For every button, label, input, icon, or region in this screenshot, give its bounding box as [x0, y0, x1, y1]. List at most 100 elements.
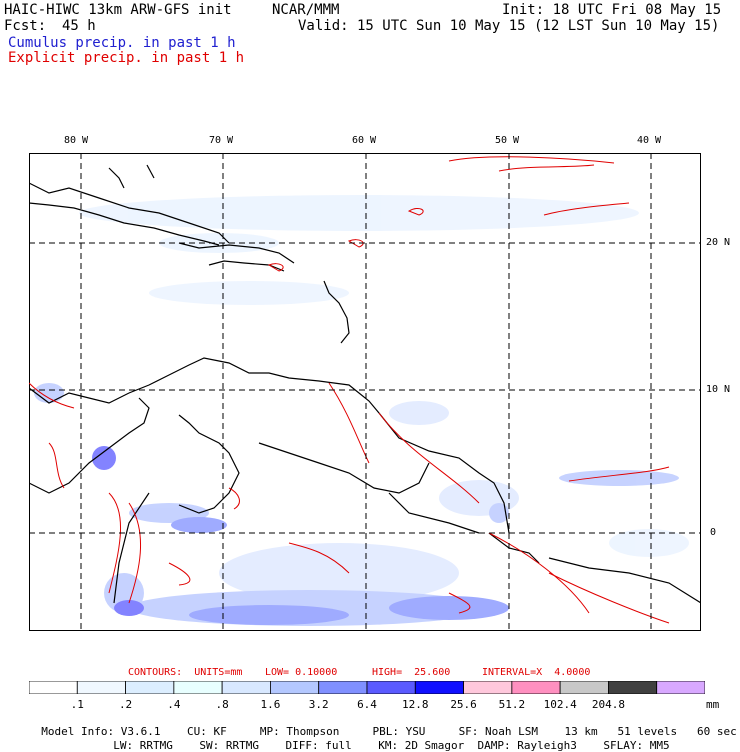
precip-map — [29, 153, 701, 631]
contour-isle-1 — [407, 208, 424, 216]
contours-high: HIGH= 25.600 — [372, 667, 451, 678]
model-dt: 60 sec — [697, 725, 737, 738]
contours-units: CONTOURS: UNITS=mm — [128, 667, 243, 678]
model-title: HAIC-HIWC 13km ARW-GFS init — [4, 2, 232, 18]
model-damp: DAMP: Rayleigh3 — [477, 739, 577, 752]
contour-isle-3 — [267, 263, 284, 272]
guiana-border — [388, 492, 480, 534]
colorbar-tick-label: .4 — [167, 698, 181, 711]
colorbar-tick-label: .1 — [70, 698, 84, 711]
colorbar — [29, 681, 705, 694]
cuba-south-coast — [29, 202, 220, 246]
contour-ne-1 — [448, 156, 615, 164]
colorbar-bin — [318, 681, 368, 694]
colorbar-bin — [29, 681, 78, 694]
model-km: KM: 2D Smagor — [378, 739, 465, 752]
contour-andes-1 — [108, 492, 121, 594]
lat-label-10n: 10 N — [706, 384, 731, 395]
forecast-label: Fcst: — [4, 18, 47, 34]
model-cu: CU: KF — [186, 725, 227, 738]
colorbar-bin — [511, 681, 561, 694]
panama-colombia — [29, 397, 150, 494]
colorbar-bin — [608, 681, 658, 694]
explicit-precip-contours — [29, 156, 670, 624]
contour-brazil-1 — [488, 532, 590, 614]
model-res: 13 km — [564, 725, 598, 738]
init-time: Init: 18 UTC Fri 08 May 15 — [502, 2, 722, 18]
forecast-hours: 45 h — [62, 18, 96, 34]
explicit-legend: Explicit precip. in past 1 h — [8, 50, 245, 66]
contours-interval: INTERVAL=X 4.0000 — [482, 667, 591, 678]
colorbar-bin — [173, 681, 223, 694]
lat-label-equator: 0 — [710, 527, 717, 538]
contour-ne-2 — [498, 164, 595, 172]
cuba-coast — [29, 182, 230, 244]
hispaniola-coast — [178, 242, 295, 264]
model-info-line2: LW: RRTMG SW: RRTMG DIFF: full KM: 2D Sm… — [100, 726, 670, 752]
model-sw: SW: RRTMG — [199, 739, 259, 752]
colorbar-bin — [656, 681, 705, 694]
contour-andes-2 — [128, 502, 141, 604]
org-label: NCAR/MMM — [272, 2, 340, 18]
contour-guianas-1 — [378, 412, 480, 504]
model-lw: LW: RRTMG — [113, 739, 173, 752]
colorbar-bin — [221, 681, 271, 694]
lon-label-80w: 80 W — [64, 135, 89, 146]
contour-venez-2 — [288, 542, 350, 574]
lesser-antilles — [323, 280, 350, 344]
cumulus-legend: Cumulus precip. in past 1 h — [8, 35, 236, 51]
model-levels: 51 levels — [617, 725, 678, 738]
lon-label-70w: 70 W — [209, 135, 234, 146]
hispaniola-south — [208, 260, 285, 272]
south-america-north-coast — [29, 357, 510, 534]
interior-border — [258, 442, 430, 494]
contour-west-1 — [29, 382, 75, 409]
colorbar-tick-label: 1.6 — [260, 698, 281, 711]
amapa-coast — [488, 532, 540, 564]
lon-label-60w: 60 W — [352, 135, 377, 146]
colorbar-tick-label: 204.8 — [591, 698, 625, 711]
colorbar-tick-label: 25.6 — [450, 698, 477, 711]
contours-low: LOW= 0.10000 — [265, 667, 338, 678]
colorbar-tick-label: 6.4 — [357, 698, 377, 711]
lat-lon-grid — [29, 153, 701, 631]
colorbar-unit: mm — [706, 698, 720, 711]
andes-border — [113, 492, 150, 604]
lake-maracaibo-region — [178, 414, 240, 514]
colorbar-bin — [76, 681, 126, 694]
contour-brazil-2 — [548, 572, 670, 624]
contour-atlantic-band — [568, 466, 670, 482]
contour-colombia-1 — [168, 562, 191, 586]
contour-ne-3 — [543, 202, 630, 216]
cumulus-precip-field — [34, 195, 689, 626]
model-sflay: SFLAY: MM5 — [603, 739, 670, 752]
lon-label-50w: 50 W — [495, 135, 520, 146]
brazil-coast — [548, 557, 701, 604]
colorbar-bin — [270, 681, 320, 694]
model-pbl: PBL: YSU — [372, 725, 426, 738]
contour-isle-2 — [347, 239, 364, 248]
bahamas — [108, 167, 125, 189]
lat-label-20n: 20 N — [706, 237, 731, 248]
colorbar-bin — [414, 681, 464, 694]
model-diff: DIFF: full — [285, 739, 352, 752]
colorbar-bin — [463, 681, 513, 694]
contour-venez-1 — [228, 487, 240, 510]
colorbar-tick-label: .2 — [118, 698, 133, 711]
model-info-line1: Model Info: V3.6.1 CU: KF MP: Thompson P… — [28, 712, 737, 738]
colorbar-bin — [366, 681, 416, 694]
colorbar-tick-label: 12.8 — [402, 698, 429, 711]
colorbar-tick-label: .8 — [215, 698, 229, 711]
model-sf: SF: Noah LSM — [458, 725, 539, 738]
colorbar-tick-label: 102.4 — [543, 698, 577, 711]
lon-label-40w: 40 W — [637, 135, 662, 146]
bahamas-2 — [146, 164, 155, 179]
model-mp: MP: Thompson — [259, 725, 340, 738]
colorbar-tick-label: 3.2 — [308, 698, 329, 711]
model-version: Model Info: V3.6.1 — [41, 725, 161, 738]
valid-time: Valid: 15 UTC Sun 10 May 15 (12 LST Sun … — [298, 18, 720, 34]
colorbar-bin — [125, 681, 175, 694]
coastlines — [29, 164, 701, 604]
colorbar-bin — [559, 681, 609, 694]
contour-west-2 — [48, 442, 65, 489]
